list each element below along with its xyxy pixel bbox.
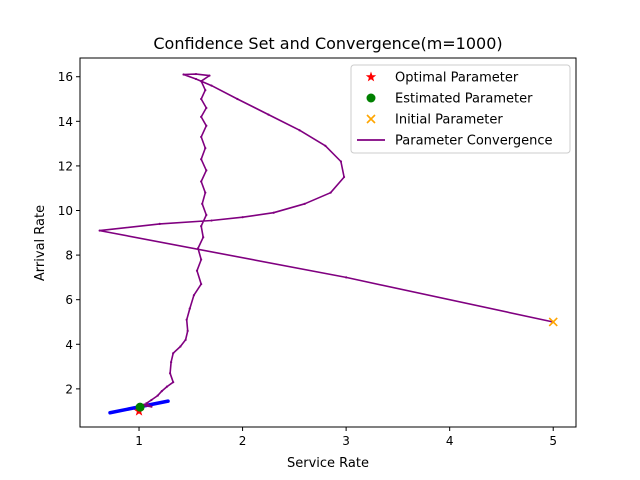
y-tick-label: 12: [58, 159, 73, 173]
convergence-point: [200, 97, 203, 101]
convergence-point: [182, 73, 185, 76]
convergence-point: [170, 361, 173, 364]
convergence-point: [179, 345, 182, 348]
legend-label-estimated-parameter: Estimated Parameter: [395, 92, 533, 107]
convergence-point: [267, 113, 270, 116]
convergence-point: [200, 115, 203, 118]
convergence-point: [201, 202, 204, 205]
convergence-point: [345, 276, 348, 279]
convergence-point: [202, 236, 205, 239]
convergence-point: [210, 84, 213, 87]
convergence-point: [342, 175, 346, 179]
legend-swatch-optimal-parameter: [365, 71, 377, 82]
convergence-point: [172, 352, 175, 355]
convergence-point: [200, 282, 203, 286]
y-tick-label: 16: [58, 70, 73, 84]
y-tick-label: 6: [65, 293, 73, 307]
legend-label-parameter-convergence: Parameter Convergence: [395, 134, 552, 149]
convergence-point: [272, 211, 275, 214]
convergence-point: [324, 144, 327, 147]
x-axis-label: Service Rate: [287, 456, 369, 471]
y-tick-label: 4: [65, 338, 73, 352]
legend-label-optimal-parameter: Optimal Parameter: [395, 71, 519, 86]
convergence-point: [148, 404, 151, 407]
convergence-point: [168, 372, 172, 375]
convergence-point: [158, 222, 161, 225]
legend: Optimal Parameter Estimated Parameter Init…: [350, 64, 571, 154]
y-tick-label: 2: [65, 382, 73, 396]
convergence-point: [200, 258, 203, 261]
legend-swatch-initial-parameter: [366, 114, 376, 124]
convergence-point: [98, 229, 101, 232]
convergence-point: [236, 97, 239, 101]
convergence-point: [329, 191, 332, 194]
convergence-point: [156, 394, 159, 397]
convergence-point: [188, 307, 191, 310]
convergence-point: [195, 269, 199, 272]
convergence-point: [205, 169, 208, 172]
convergence-point: [208, 74, 211, 77]
legend-box: [350, 64, 571, 154]
convergence-point: [303, 202, 306, 205]
convergence-point: [205, 106, 208, 110]
x-tick-label: 2: [239, 434, 247, 448]
initial-parameter-marker: [548, 317, 558, 327]
convergence-point: [145, 402, 148, 405]
convergence-point: [205, 213, 208, 217]
convergence-point: [186, 329, 189, 333]
convergence-point: [200, 225, 203, 228]
convergence-point: [204, 146, 207, 150]
convergence-point: [194, 72, 198, 76]
convergence-point: [150, 398, 153, 402]
convergence-point: [165, 385, 169, 388]
legend-label-initial-parameter: Initial Parameter: [395, 113, 503, 128]
convergence-point: [192, 294, 196, 297]
x-tick-label: 5: [549, 434, 557, 448]
convergence-point: [204, 89, 207, 92]
convergence-point: [200, 158, 203, 161]
plot-area: [98, 72, 558, 416]
convergence-point: [160, 390, 163, 393]
convergence-point: [150, 405, 153, 408]
convergence-point: [200, 180, 203, 183]
convergence-point: [210, 219, 213, 222]
convergence-point: [204, 191, 207, 194]
convergence-point: [241, 216, 244, 219]
convergence-point: [172, 381, 175, 384]
plot-frame: [79, 57, 577, 428]
convergence-point: [194, 77, 198, 81]
convergence-point: [200, 135, 203, 139]
legend-swatch-estimated-parameter: [366, 93, 376, 103]
convergence-point: [339, 160, 343, 163]
convergence-point: [200, 80, 203, 83]
y-tick-label: 14: [58, 115, 73, 129]
x-tick-label: 4: [446, 434, 454, 448]
convergence-path: [98, 73, 554, 408]
convergence-point: [298, 129, 301, 132]
y-tick-label: 8: [65, 249, 73, 263]
convergence-point: [184, 338, 187, 341]
y-axis-label: Arrival Rate: [33, 205, 48, 281]
estimated-parameter-marker: [135, 402, 145, 412]
x-tick-label: 3: [342, 434, 350, 448]
y-tick-label: 10: [58, 204, 73, 218]
chart-title: Confidence Set and Convergence(m=1000): [153, 34, 502, 53]
x-tick-label: 1: [135, 434, 143, 448]
convergence-point: [196, 247, 200, 250]
convergence-point: [185, 318, 188, 321]
convergence-point: [205, 124, 208, 127]
